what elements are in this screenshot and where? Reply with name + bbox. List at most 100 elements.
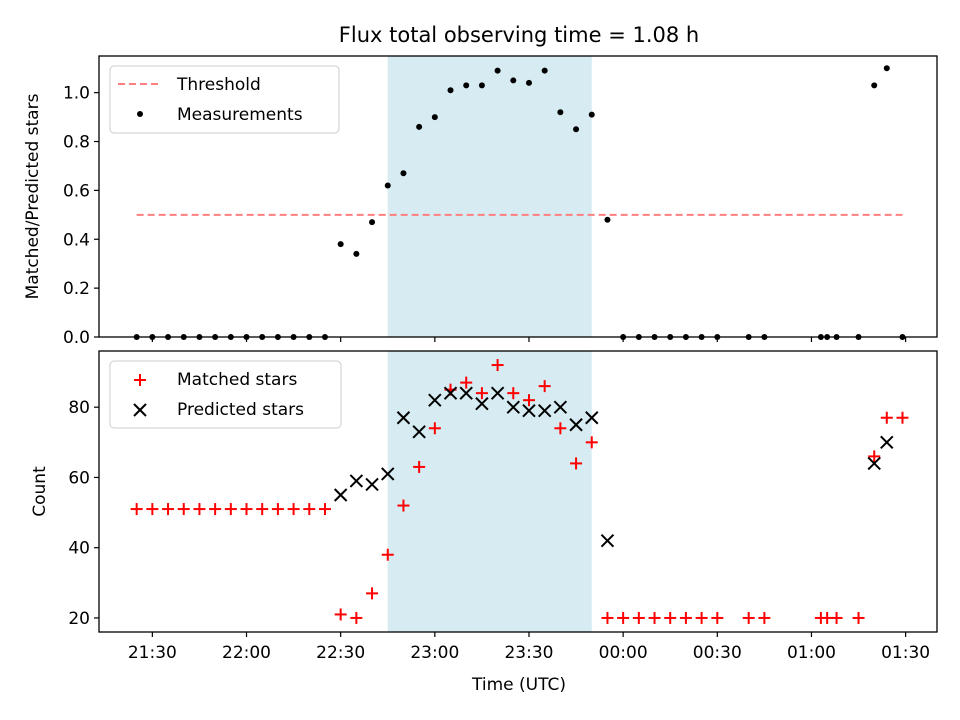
legend-measurements-label: Measurements	[177, 105, 303, 125]
predicted-star-point	[333, 488, 348, 502]
bottom-y-tick-label: 40	[68, 539, 90, 559]
predicted-star-point	[349, 474, 364, 488]
top-y-axis: 0.0 0.2 0.4 0.6 0.8 1.0	[63, 84, 99, 348]
top-legend: Threshold Measurements	[109, 65, 340, 134]
predicted-star-stroke-b	[333, 488, 348, 502]
measurement-point	[384, 182, 391, 189]
matched-star-point	[460, 376, 473, 389]
top-y-tick-label: 0.4	[63, 230, 90, 250]
matched-star-point	[742, 611, 755, 624]
predicted-star-stroke-b	[412, 425, 426, 439]
predicted-star-point	[585, 411, 599, 425]
bottom-x-tick-label: 23:00	[410, 643, 459, 663]
predicted-star-stroke-b	[569, 418, 583, 432]
matched-star-point	[554, 422, 567, 435]
predicted-star-stroke-b	[475, 396, 489, 411]
matched-star-point	[695, 611, 708, 624]
predicted-star-stroke-b	[381, 467, 395, 481]
measurement-point	[431, 114, 438, 121]
measurement-point	[541, 67, 548, 74]
legend-predicted-label: Predicted stars	[177, 400, 304, 420]
matched-star-point	[679, 611, 692, 624]
measurement-point	[353, 250, 360, 257]
bottom-x-tick-label: 21:30	[128, 643, 177, 663]
matched-star-point	[381, 548, 394, 561]
measurement-point	[478, 82, 485, 89]
predicted-star-point	[365, 477, 379, 492]
legend-matched-label: Matched stars	[177, 370, 297, 390]
bottom-legend: Matched stars Predicted stars	[109, 360, 342, 429]
top-y-tick-label: 0.8	[63, 133, 90, 153]
matched-star-point	[287, 503, 300, 516]
predicted-star-point	[381, 467, 395, 481]
predicted-star-point	[443, 386, 458, 400]
matched-star-point	[397, 499, 410, 512]
bottom-x-tick-label: 01:00	[787, 643, 836, 663]
matched-star-point	[428, 422, 441, 435]
predicted-star-point	[867, 456, 881, 471]
predicted-star-point	[522, 404, 536, 418]
predicted-star-stroke-b	[459, 386, 473, 400]
predicted-star-point	[490, 386, 505, 400]
measurement-point	[525, 79, 532, 86]
predicted-star-point	[506, 400, 520, 414]
predicted-star-stroke-b	[867, 456, 881, 471]
predicted-star-stroke-b	[553, 400, 568, 414]
matched-star-point	[271, 503, 284, 516]
bottom-y-tick-label: 80	[68, 398, 90, 418]
matched-star-point	[366, 587, 379, 600]
figure-title: Flux total observing time = 1.08 h	[339, 23, 699, 47]
bottom-y-tick-label: 60	[68, 468, 90, 488]
predicted-star-stroke-b	[365, 477, 379, 492]
bottom-y-axis-label: Count	[30, 466, 50, 517]
top-y-tick-label: 0.2	[63, 279, 90, 299]
predicted-star-point	[475, 396, 489, 411]
matched-star-point	[758, 611, 771, 624]
matched-star-point	[162, 503, 175, 516]
matched-star-point	[868, 450, 881, 463]
predicted-star-point	[396, 411, 411, 425]
bottom-highlight-span	[387, 351, 592, 632]
top-panel: 0.0 0.2 0.4 0.6 0.8 1.0 Matched/Predicted sta…	[23, 55, 938, 348]
matched-star-point	[570, 457, 583, 470]
measurement-point	[557, 109, 564, 116]
bottom-x-axis-label: Time (UTC)	[471, 675, 566, 695]
predicted-star-point	[537, 404, 552, 418]
matched-star-point	[130, 503, 143, 516]
bottom-plot-marks	[130, 359, 909, 624]
bottom-axes-frame	[98, 350, 938, 633]
top-x-axis	[151, 337, 907, 342]
matched-star-point	[224, 503, 237, 516]
matched-star-point	[193, 503, 206, 516]
measurement-point	[510, 77, 517, 84]
matched-star-point	[240, 503, 253, 516]
bottom-x-tick-label: 22:30	[316, 643, 365, 663]
matched-star-point	[256, 503, 269, 516]
legend-measurements-swatch	[137, 111, 143, 117]
matched-star-point	[664, 611, 677, 624]
predicted-star-stroke-b	[522, 404, 536, 418]
matched-star-point	[413, 460, 426, 473]
measurement-point	[588, 111, 595, 118]
predicted-star-stroke-b	[490, 386, 505, 400]
bottom-x-tick-label: 22:00	[222, 643, 271, 663]
bottom-x-tick-label: 01:30	[881, 643, 930, 663]
measurement-point	[883, 65, 890, 72]
measurement-point	[604, 216, 611, 223]
matched-star-point	[852, 611, 865, 624]
matched-star-point	[491, 359, 504, 372]
predicted-star-stroke-b	[585, 411, 599, 425]
measurement-point	[369, 219, 376, 226]
matched-star-point	[648, 611, 661, 624]
bottom-y-tick-label: 20	[68, 609, 90, 629]
matched-star-point	[177, 503, 190, 516]
matched-star-point	[538, 380, 551, 393]
top-legend-box	[109, 65, 340, 134]
measurement-point	[573, 126, 580, 133]
measurement-point	[337, 241, 344, 248]
top-y-axis-label: Matched/Predicted stars	[23, 93, 43, 299]
predicted-star-point	[880, 435, 894, 450]
predicted-star-point	[412, 425, 426, 439]
matched-star-point	[475, 387, 488, 400]
matched-star-point	[522, 394, 535, 407]
